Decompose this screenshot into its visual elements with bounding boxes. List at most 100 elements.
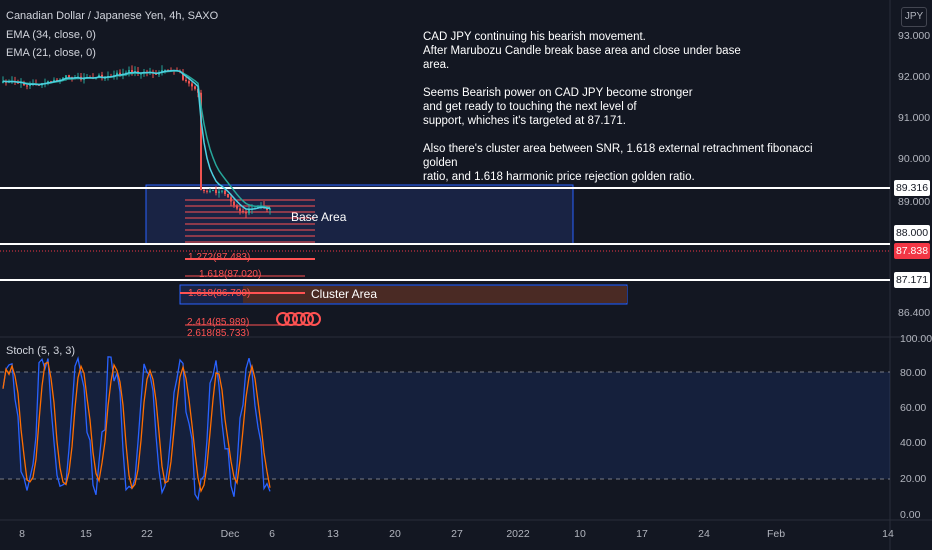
annotation-line: [423, 72, 843, 86]
candle-body: [62, 77, 64, 80]
price-tick: 93.000: [898, 30, 931, 42]
annotation-line: Seems Bearish power on CAD JPY become st…: [423, 87, 693, 99]
fib-circles: [276, 312, 321, 326]
candle-body: [128, 70, 130, 73]
candle-body: [191, 83, 193, 87]
fib-label-1618-b: 1.618(86.700): [188, 288, 251, 299]
candle-body: [29, 85, 31, 87]
candle-body: [155, 73, 157, 75]
candle-body: [221, 190, 223, 192]
candle-body: [104, 77, 106, 79]
fib-label-1272: 1.272(87.483): [188, 252, 251, 263]
candle-body: [161, 70, 163, 73]
candle-body: [98, 74, 100, 78]
stoch-legend[interactable]: Stoch (5, 3, 3): [6, 345, 76, 357]
candle-body: [56, 79, 58, 81]
base-area-zone[interactable]: [145, 184, 574, 245]
price-tag-upper[interactable]: 89.316: [894, 180, 930, 196]
date-tick: 14: [882, 528, 894, 540]
ema-34-legend[interactable]: EMA (34, close, 0): [6, 29, 96, 41]
candle-body: [200, 92, 202, 190]
candle-body: [242, 210, 244, 213]
candle-body: [269, 208, 271, 210]
stoch-d-line[interactable]: [2, 361, 271, 494]
candle-body: [164, 70, 166, 71]
candle-body: [47, 81, 49, 83]
candle-body: [227, 194, 229, 198]
candle-body: [239, 208, 241, 211]
annotation-line: area.: [423, 59, 450, 71]
date-tick: 13: [327, 528, 339, 540]
candle-body: [206, 190, 208, 192]
candle-body: [53, 79, 55, 82]
date-tick: 8: [19, 528, 25, 540]
fib-label-2414: 2.414(85.989): [187, 317, 250, 328]
candle-body: [50, 81, 52, 83]
date-tick: 24: [698, 528, 710, 540]
candle-body: [26, 85, 28, 87]
stoch-band: [0, 372, 890, 479]
candle-body: [230, 197, 232, 202]
candle-body: [233, 201, 235, 206]
stoch-tick: 0.00: [900, 509, 921, 521]
candle-body: [236, 205, 238, 209]
annotation-line: ratio, and 1.618 harmonic price rejectio…: [423, 171, 695, 183]
candle-body: [245, 212, 247, 214]
date-tick: 22: [141, 528, 153, 540]
annotation-line: CAD JPY continuing his bearish movement.: [423, 31, 646, 43]
candle-body: [257, 206, 259, 209]
date-tick: Dec: [220, 528, 240, 540]
candle-body: [215, 189, 217, 194]
base-area-label[interactable]: Base Area: [291, 210, 347, 224]
stoch-tick: 100.00: [900, 333, 932, 345]
stoch-tick: 80.00: [900, 367, 927, 379]
candle-body: [209, 190, 211, 192]
price-tick: 92.000: [898, 71, 931, 83]
price-tag-mid[interactable]: 88.000: [894, 225, 930, 241]
candle-body: [140, 73, 142, 75]
candle-body: [203, 190, 205, 191]
annotation-line: and get ready to touching the next level…: [423, 101, 637, 113]
date-tick: 2022: [506, 528, 530, 540]
stoch-k-line[interactable]: [2, 356, 271, 502]
date-tick: Feb: [766, 528, 786, 540]
candle-body: [2, 81, 4, 84]
date-tick: 27: [451, 528, 463, 540]
annotation-line: [423, 128, 843, 142]
stoch-tick: 60.00: [900, 402, 927, 414]
candle-body: [248, 209, 250, 214]
symbol-title[interactable]: Canadian Dollar / Japanese Yen, 4h, SAXO: [6, 10, 219, 22]
date-tick: 20: [389, 528, 401, 540]
annotation-line: Also there's cluster area between SNR, 1…: [423, 143, 813, 169]
stoch-tick: 20.00: [900, 473, 927, 485]
ema-21-line[interactable]: [2, 69, 271, 211]
price-tick: 89.000: [898, 196, 931, 208]
candle-body: [131, 70, 133, 73]
candle-body: [125, 72, 127, 74]
cluster-area-label[interactable]: Cluster Area: [311, 287, 378, 301]
candle-body: [116, 72, 118, 76]
candle-body: [185, 79, 187, 82]
fib-label-1618-a: 1.618(87.020): [199, 269, 262, 280]
ema-21-legend[interactable]: EMA (21, close, 0): [6, 47, 96, 59]
candle-body: [194, 86, 196, 89]
date-tick: 6: [269, 528, 275, 540]
candle-body: [65, 75, 67, 78]
candle-body: [68, 75, 70, 78]
annotation-line: support, whiches it's targeted at 87.171…: [423, 115, 626, 127]
date-tick: 10: [574, 528, 586, 540]
price-tick: 86.400: [898, 307, 931, 319]
candle-body: [188, 81, 190, 84]
annotation-line: After Marubozu Candle break base area an…: [423, 45, 741, 57]
price-tag-target[interactable]: 87.171: [894, 272, 930, 288]
stoch-tick: 40.00: [900, 437, 927, 449]
cluster-area-zone[interactable]: [243, 286, 627, 303]
annotation-text[interactable]: CAD JPY continuing his bearish movement.…: [423, 30, 843, 184]
fib-label-2618: 2.618(85.733): [187, 328, 250, 336]
candle-body: [182, 72, 184, 80]
date-tick: 15: [80, 528, 92, 540]
candle-body: [218, 191, 220, 194]
currency-button[interactable]: JPY: [901, 7, 927, 27]
current-price-tag[interactable]: 87.838: [894, 243, 930, 259]
